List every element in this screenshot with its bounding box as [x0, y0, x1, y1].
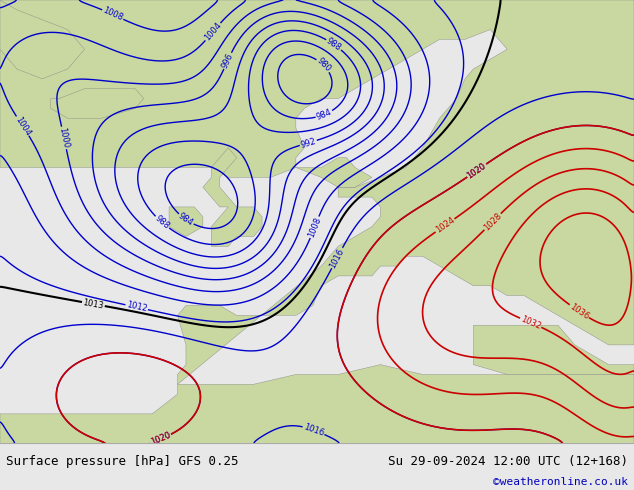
Text: 1020: 1020 — [149, 431, 172, 447]
Text: 1020: 1020 — [465, 161, 488, 180]
Polygon shape — [169, 207, 203, 237]
Text: 1004: 1004 — [203, 21, 223, 43]
Text: 1016: 1016 — [302, 422, 325, 438]
Text: 1020: 1020 — [149, 431, 172, 447]
Text: 980: 980 — [314, 56, 332, 74]
Text: 1016: 1016 — [328, 246, 346, 270]
Text: 1028: 1028 — [482, 211, 503, 232]
Text: Su 29-09-2024 12:00 UTC (12+168): Su 29-09-2024 12:00 UTC (12+168) — [387, 455, 628, 467]
Text: Surface pressure [hPa] GFS 0.25: Surface pressure [hPa] GFS 0.25 — [6, 455, 239, 467]
Polygon shape — [51, 89, 144, 118]
Text: 1013: 1013 — [82, 298, 105, 310]
Polygon shape — [0, 365, 634, 443]
Text: 992: 992 — [299, 136, 317, 149]
Text: ©weatheronline.co.uk: ©weatheronline.co.uk — [493, 477, 628, 487]
Text: 988: 988 — [325, 36, 343, 53]
Text: 1012: 1012 — [126, 300, 148, 314]
Text: 1008: 1008 — [306, 216, 323, 239]
Text: 984: 984 — [315, 107, 333, 122]
Polygon shape — [203, 148, 262, 246]
Text: 1000: 1000 — [58, 127, 70, 149]
Text: 1004: 1004 — [13, 115, 32, 137]
Text: 984: 984 — [177, 211, 195, 228]
Text: 988: 988 — [153, 214, 171, 231]
Text: 1032: 1032 — [519, 314, 542, 331]
Text: 1020: 1020 — [465, 161, 488, 180]
Text: 996: 996 — [220, 52, 235, 70]
Polygon shape — [474, 325, 634, 374]
Polygon shape — [296, 158, 372, 187]
Text: 1024: 1024 — [434, 216, 456, 235]
Polygon shape — [0, 0, 634, 384]
Text: 1008: 1008 — [101, 6, 124, 23]
Polygon shape — [0, 0, 84, 79]
Text: 1036: 1036 — [568, 302, 590, 321]
